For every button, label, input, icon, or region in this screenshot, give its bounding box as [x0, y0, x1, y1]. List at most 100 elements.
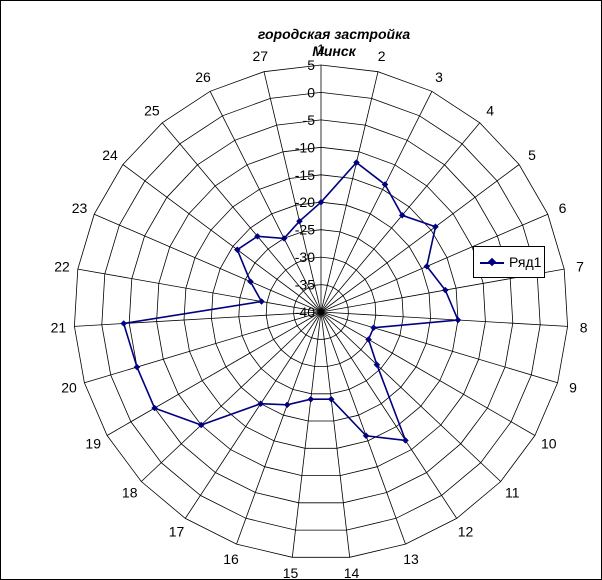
grid-ring-1 — [101, 91, 541, 531]
spoke-3 — [320, 91, 433, 313]
data-point-23 — [247, 278, 254, 285]
spoke-26 — [209, 91, 322, 313]
category-label-12: 12 — [458, 524, 474, 540]
data-point-25 — [254, 232, 261, 240]
category-label-3: 3 — [435, 69, 443, 85]
tick-label-5: -20 — [295, 194, 315, 210]
diamond-marker-icon — [487, 257, 497, 267]
data-point-21 — [120, 320, 128, 327]
category-labels: 1 234567891011121314151617181920212223242… — [51, 41, 588, 579]
grid-ring-3 — [156, 146, 486, 477]
spoke-4 — [320, 122, 481, 313]
chart-subtitle: Минск — [312, 43, 356, 59]
data-point-14 — [327, 395, 335, 403]
data-point-11 — [373, 361, 381, 369]
tick-label-6: -25 — [295, 222, 315, 238]
data-point-1 — [317, 198, 325, 206]
category-label-22: 22 — [54, 258, 70, 274]
spoke-13 — [320, 311, 406, 545]
tick-label-7: -30 — [295, 249, 315, 265]
data-point-20 — [133, 363, 141, 371]
grid-ring-6 — [238, 229, 404, 395]
legend: Ряд1 — [473, 246, 545, 278]
series-line-0 — [122, 161, 460, 442]
tick-label-3: -10 — [295, 139, 315, 155]
spoke-12 — [320, 311, 458, 519]
data-point-3 — [381, 181, 389, 188]
category-label-17: 17 — [169, 524, 185, 540]
category-label-26: 26 — [195, 69, 211, 85]
spoke-10 — [320, 311, 536, 436]
grid-ring-7 — [265, 256, 377, 367]
spoke-2 — [320, 71, 379, 313]
category-label-25: 25 — [144, 103, 160, 119]
category-label-23: 23 — [72, 200, 88, 216]
tick-label-4: -15 — [295, 167, 315, 183]
data-point-15 — [307, 395, 315, 403]
category-label-10: 10 — [541, 436, 557, 452]
data-point-2 — [353, 159, 360, 166]
spoke-15 — [291, 311, 322, 558]
grid-ring-0 — [73, 64, 569, 558]
spoke-20 — [84, 311, 322, 384]
chart-title: городская застройка — [258, 26, 410, 42]
data-point-27 — [296, 217, 303, 225]
data-point-26 — [280, 235, 288, 242]
category-label-11: 11 — [505, 485, 520, 501]
spoke-22 — [77, 268, 322, 313]
category-label-7: 7 — [576, 258, 584, 274]
spoke-17 — [184, 311, 322, 519]
spoke-21 — [74, 311, 322, 327]
grid-ring-2 — [128, 119, 514, 504]
category-label-15: 15 — [283, 565, 299, 579]
spoke-25 — [161, 122, 322, 313]
radar-grid — [73, 64, 569, 558]
data-point-4 — [398, 211, 406, 219]
spoke-19 — [106, 311, 322, 436]
grid-ring-4 — [183, 174, 459, 449]
spoke-8 — [320, 311, 568, 327]
tick-label-2: -5 — [303, 112, 316, 128]
tick-label-1: 0 — [307, 84, 315, 100]
category-label-2: 2 — [378, 48, 386, 64]
legend-label: Ряд1 — [509, 254, 542, 270]
data-point-12 — [402, 437, 409, 444]
category-label-21: 21 — [51, 319, 67, 335]
category-label-14: 14 — [344, 565, 360, 579]
data-point-19 — [151, 404, 158, 412]
spoke-9 — [320, 311, 558, 384]
tick-label-9: -40 — [295, 304, 315, 320]
spoke-6 — [320, 213, 548, 313]
data-point-6 — [423, 262, 431, 270]
data-point-5 — [432, 223, 439, 231]
data-point-16 — [283, 401, 291, 409]
category-label-27: 27 — [253, 48, 269, 64]
category-label-24: 24 — [102, 147, 118, 163]
category-label-13: 13 — [403, 551, 419, 567]
spoke-27 — [263, 71, 322, 313]
data-point-9 — [370, 324, 377, 332]
category-label-1: 1 — [317, 41, 325, 57]
data-point-24 — [233, 246, 241, 254]
spoke-11 — [320, 311, 501, 482]
category-label-18: 18 — [122, 485, 138, 501]
spoke-16 — [236, 311, 322, 545]
category-label-6: 6 — [559, 200, 567, 216]
category-label-19: 19 — [85, 436, 101, 452]
category-label-20: 20 — [61, 379, 77, 395]
spoke-18 — [141, 311, 322, 482]
radial-tick-labels: 5 0 -5 -10 -15 -20 -25 -30 -35 -40 — [295, 57, 315, 320]
spoke-5 — [320, 164, 520, 313]
tick-label-8: -35 — [295, 277, 315, 293]
grid-ring-5 — [210, 201, 432, 422]
data-point-22 — [258, 298, 265, 305]
category-label-16: 16 — [223, 551, 239, 567]
data-point-18 — [197, 421, 205, 429]
data-point-13 — [362, 432, 370, 440]
series-layer — [120, 159, 462, 444]
category-label-5: 5 — [528, 147, 536, 163]
data-point-10 — [365, 336, 372, 343]
spoke-14 — [320, 311, 351, 558]
spoke-23 — [94, 213, 322, 313]
